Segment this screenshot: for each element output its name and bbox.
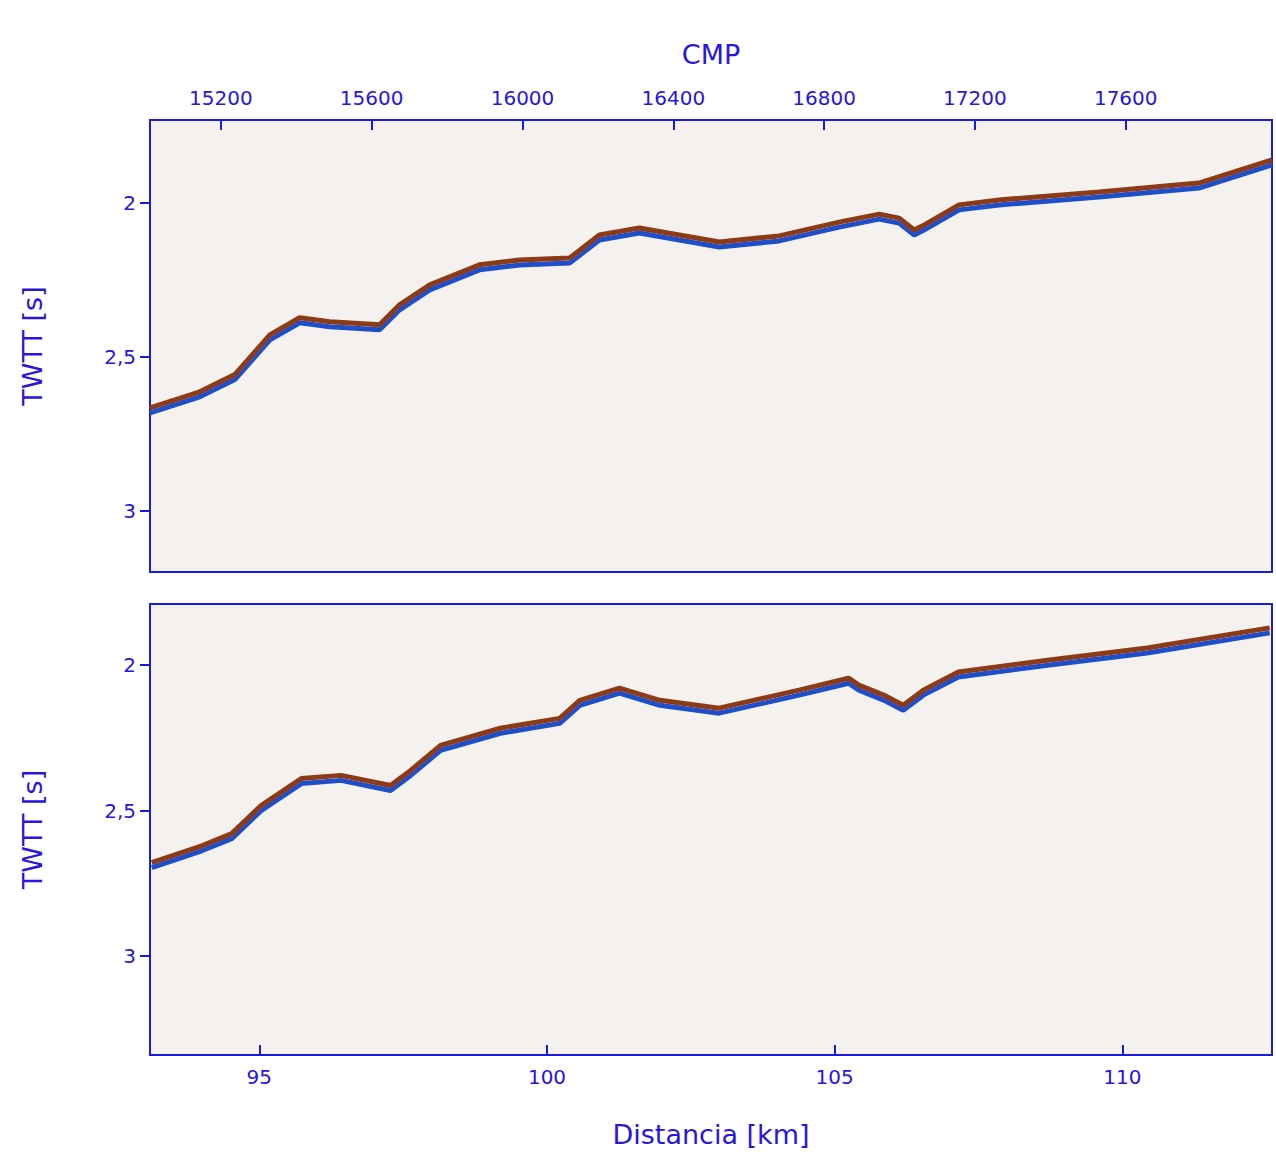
svg-text:2,5: 2,5 [104,799,136,823]
svg-text:110: 110 [1103,1065,1141,1089]
svg-text:3: 3 [123,944,136,968]
svg-text:3: 3 [123,499,136,523]
svg-text:2: 2 [123,191,136,215]
svg-text:CMP: CMP [682,39,740,70]
svg-text:Distancia [km]: Distancia [km] [612,1119,809,1150]
svg-text:17200: 17200 [943,86,1007,110]
svg-text:15200: 15200 [189,86,253,110]
svg-text:16800: 16800 [792,86,856,110]
svg-text:2,5: 2,5 [104,345,136,369]
svg-text:105: 105 [816,1065,854,1089]
svg-text:2: 2 [123,653,136,677]
svg-text:TWTT [s]: TWTT [s] [17,770,48,890]
svg-text:17600: 17600 [1094,86,1158,110]
svg-text:100: 100 [528,1065,566,1089]
svg-text:16000: 16000 [491,86,555,110]
svg-text:15600: 15600 [340,86,404,110]
svg-text:16400: 16400 [641,86,705,110]
svg-text:TWTT [s]: TWTT [s] [17,286,48,406]
svg-text:95: 95 [247,1065,272,1089]
